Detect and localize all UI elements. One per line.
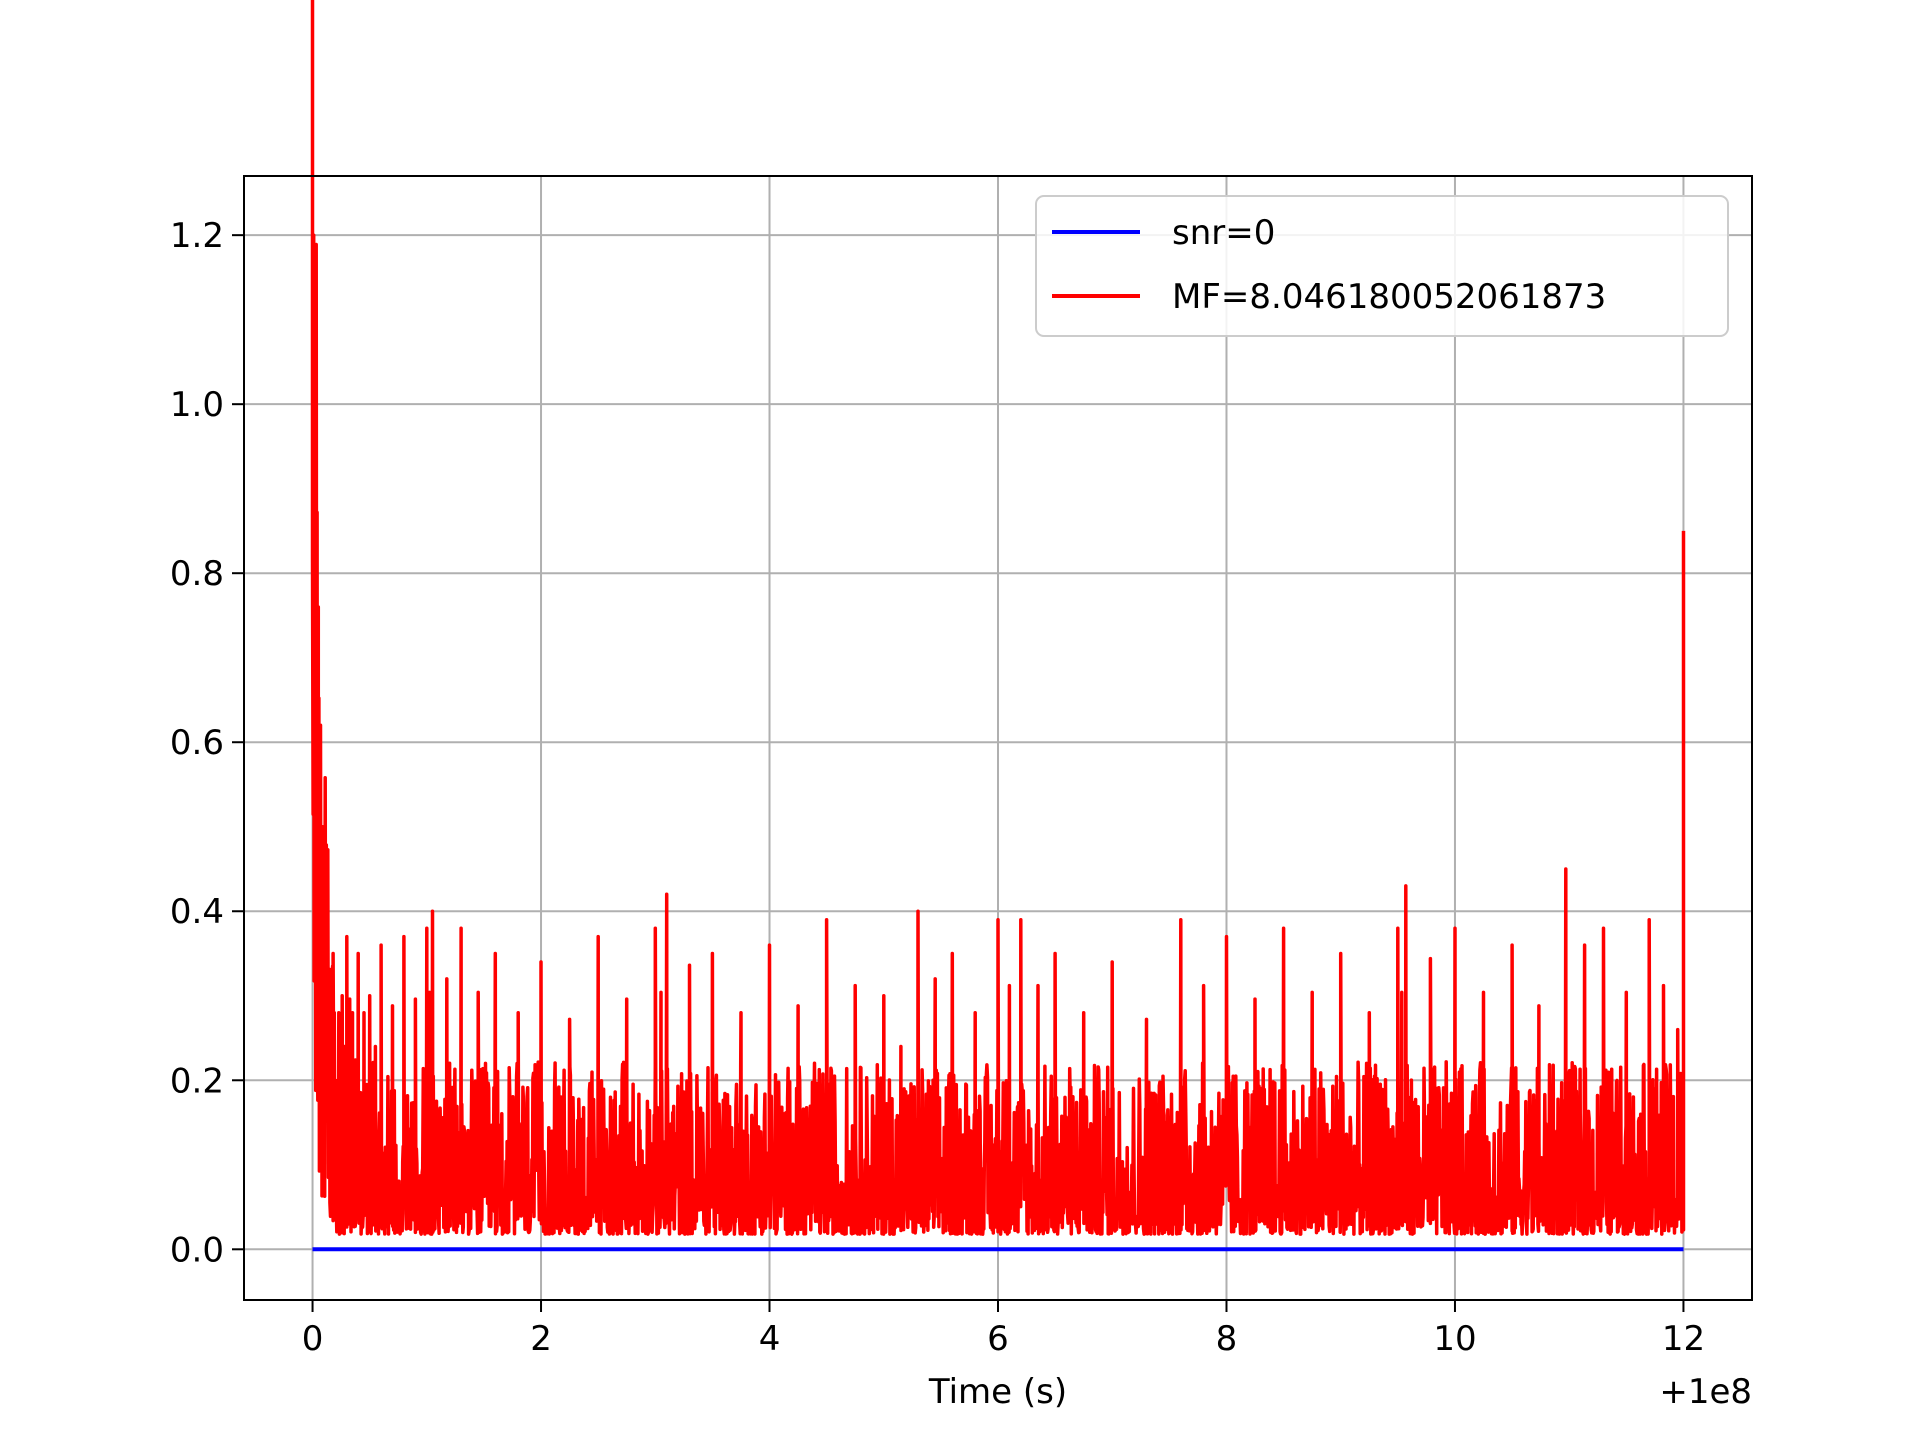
x-axis-label: Time (s) [928,1372,1067,1412]
legend-label: snr=0 [1172,213,1275,253]
y-tick-label: 0.4 [170,892,224,932]
x-tick-label: 12 [1662,1319,1705,1359]
x-tick-label: 6 [987,1319,1009,1359]
x-tick-label: 4 [759,1319,781,1359]
y-tick-label: 0.6 [170,723,224,763]
x-offset-label: +1e8 [1659,1372,1752,1412]
series-layer [310,0,1686,1252]
legend: snr=0 MF=8.046180052061873 [1035,195,1729,337]
ticks: 0 2 4 6 8 10 12 0.0 0.2 0.4 0.6 0.8 1.0 1.2 [170,216,1705,1359]
x-tick-label: 10 [1433,1319,1476,1359]
legend-box [1035,195,1729,337]
y-tick-label: 0.2 [170,1061,224,1101]
series-line-mf [310,0,1686,1236]
x-tick-label: 0 [302,1319,324,1359]
y-tick-label: 1.0 [170,385,224,425]
y-tick-label: 0.0 [170,1230,224,1270]
y-tick-label: 1.2 [170,216,224,256]
legend-label: MF=8.046180052061873 [1172,277,1606,317]
x-tick-label: 8 [1216,1319,1238,1359]
y-tick-label: 0.8 [170,554,224,594]
x-tick-label: 2 [530,1319,552,1359]
